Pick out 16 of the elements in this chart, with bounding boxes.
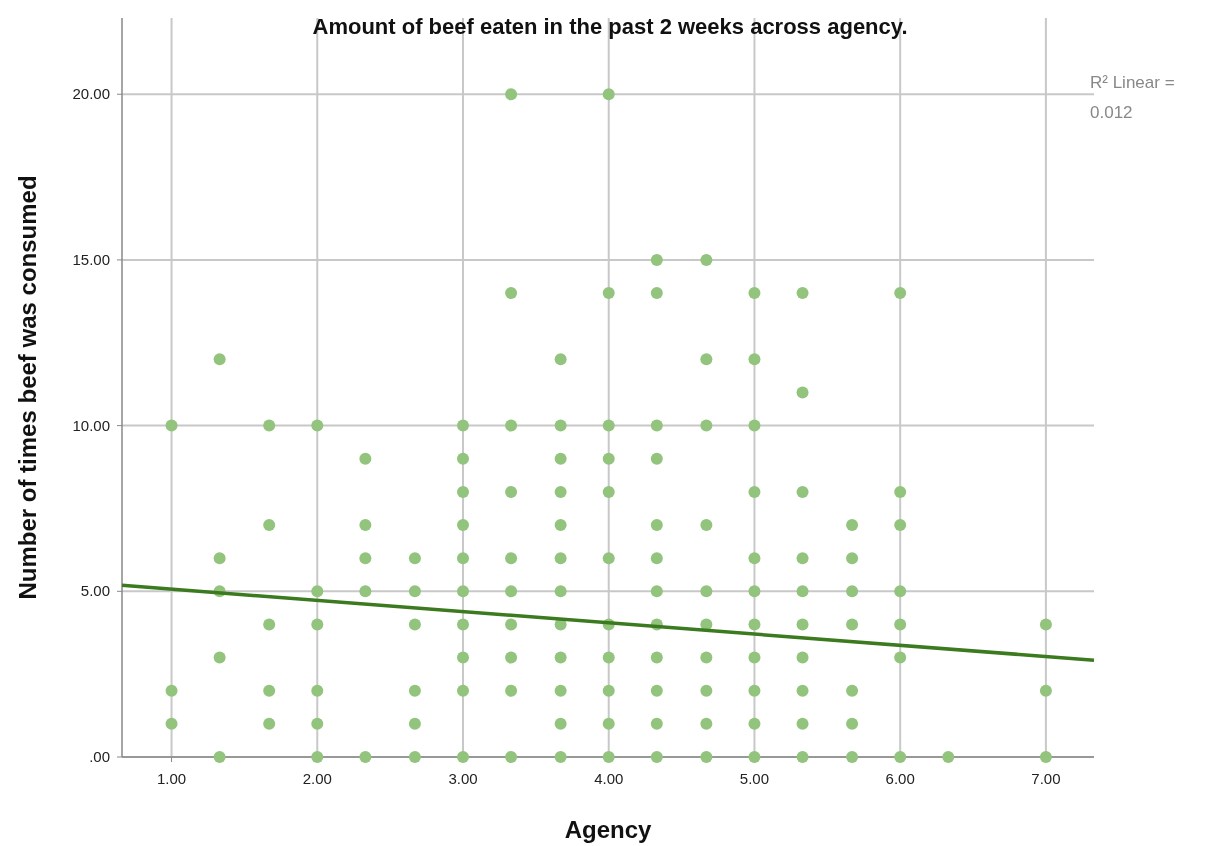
annotation: R² Linear = 0.012 [1090, 73, 1175, 122]
x-tick-label: 2.00 [302, 770, 332, 787]
chart-title: Amount of beef eaten in the past 2 weeks across agency. [312, 14, 908, 39]
y-tick-label: .00 [89, 748, 110, 765]
x-tick-label: 5.00 [739, 770, 770, 787]
y-tick-label: 15.00 [72, 250, 110, 268]
y-tick-label: 20.00 [72, 85, 110, 103]
x-axis-title: Agency [564, 816, 652, 843]
y-tick-label: 5.00 [80, 582, 110, 600]
y-axis-title: Number of times beef was consumed [14, 175, 41, 600]
x-tick-label: 3.00 [448, 770, 478, 787]
x-tick-label: 1.00 [156, 770, 187, 787]
x-tick-label: 4.00 [594, 770, 624, 787]
y-tick-label: 10.00 [72, 416, 110, 434]
x-tick-label: 7.00 [1031, 770, 1061, 787]
x-tick-label: 6.00 [885, 770, 915, 787]
